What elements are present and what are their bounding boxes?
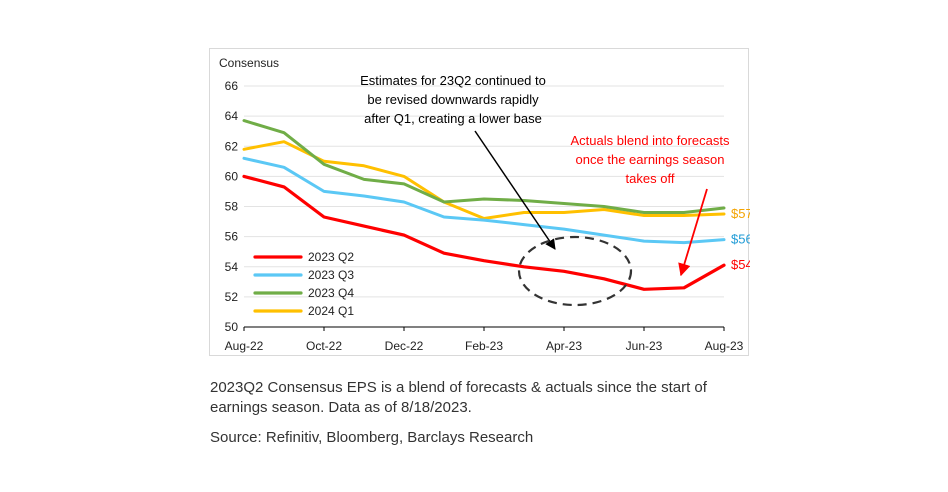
x-tick-label: Jun-23	[626, 339, 663, 353]
y-tick-label: 58	[225, 200, 239, 214]
end-value-label: $57	[731, 206, 750, 221]
legend-entry: 2024 Q1	[253, 304, 354, 318]
series-line-2023-q2	[242, 174, 726, 291]
legend-entry: 2023 Q2	[253, 250, 354, 264]
annotation-text-line: takes off	[626, 171, 675, 186]
legend-label: 2023 Q2	[308, 250, 354, 264]
annotation-text-line: Actuals blend into forecasts	[571, 133, 730, 148]
y-tick-label: 66	[225, 79, 239, 93]
y-tick-label: 62	[225, 139, 239, 153]
legend-entry: 2023 Q4	[253, 286, 354, 300]
x-tick-label: Dec-22	[385, 339, 424, 353]
legend-label: 2024 Q1	[308, 304, 354, 318]
x-tick-label: Aug-23	[705, 339, 744, 353]
annotation-text-line: Estimates for 23Q2 continued to	[360, 73, 546, 88]
legend-label: 2023 Q3	[308, 268, 354, 282]
annotation-text-line: once the earnings season	[576, 152, 725, 167]
series-line-2024-q1	[242, 140, 726, 220]
line-chart: 50 52 54 56 58 60 62 64 66 Aug-22 Oct-22 Dec-22 Feb-…	[219, 56, 750, 353]
x-tick-label: Feb-23	[465, 339, 503, 353]
highlight-ellipse	[517, 235, 633, 307]
legend-label: 2023 Q4	[308, 286, 354, 300]
x-tick-label: Oct-22	[306, 339, 342, 353]
x-tick-label: Apr-23	[546, 339, 582, 353]
y-tick-label: 64	[225, 109, 239, 123]
annotation-arrow	[474, 130, 556, 250]
chart-caption-source: Source: Refinitiv, Bloomberg, Barclays R…	[210, 429, 534, 446]
y-axis-title: Consensus	[219, 56, 279, 70]
end-value-label: $56	[731, 232, 750, 247]
annotation-arrow	[678, 188, 708, 277]
y-tick-label: 52	[225, 290, 239, 304]
x-tick-label: Aug-22	[225, 339, 264, 353]
legend-entry: 2023 Q3	[253, 268, 354, 282]
series-line-2023-q3	[242, 156, 726, 245]
chart-container: 50 52 54 56 58 60 62 64 66 Aug-22 Oct-22 Dec-22 Feb-…	[209, 48, 750, 356]
y-tick-label: 56	[225, 230, 239, 244]
end-value-label: $54	[731, 257, 750, 272]
series-line-2023-q4	[242, 119, 726, 214]
annotation-text-line: after Q1, creating a lower base	[364, 111, 542, 126]
y-tick-label: 50	[225, 320, 239, 334]
chart-caption-note: 2023Q2 Consensus EPS is a blend of forec…	[210, 379, 707, 416]
y-tick-label: 54	[225, 260, 239, 274]
annotation-text-line: be revised downwards rapidly	[367, 92, 539, 107]
y-tick-label: 60	[225, 169, 239, 183]
